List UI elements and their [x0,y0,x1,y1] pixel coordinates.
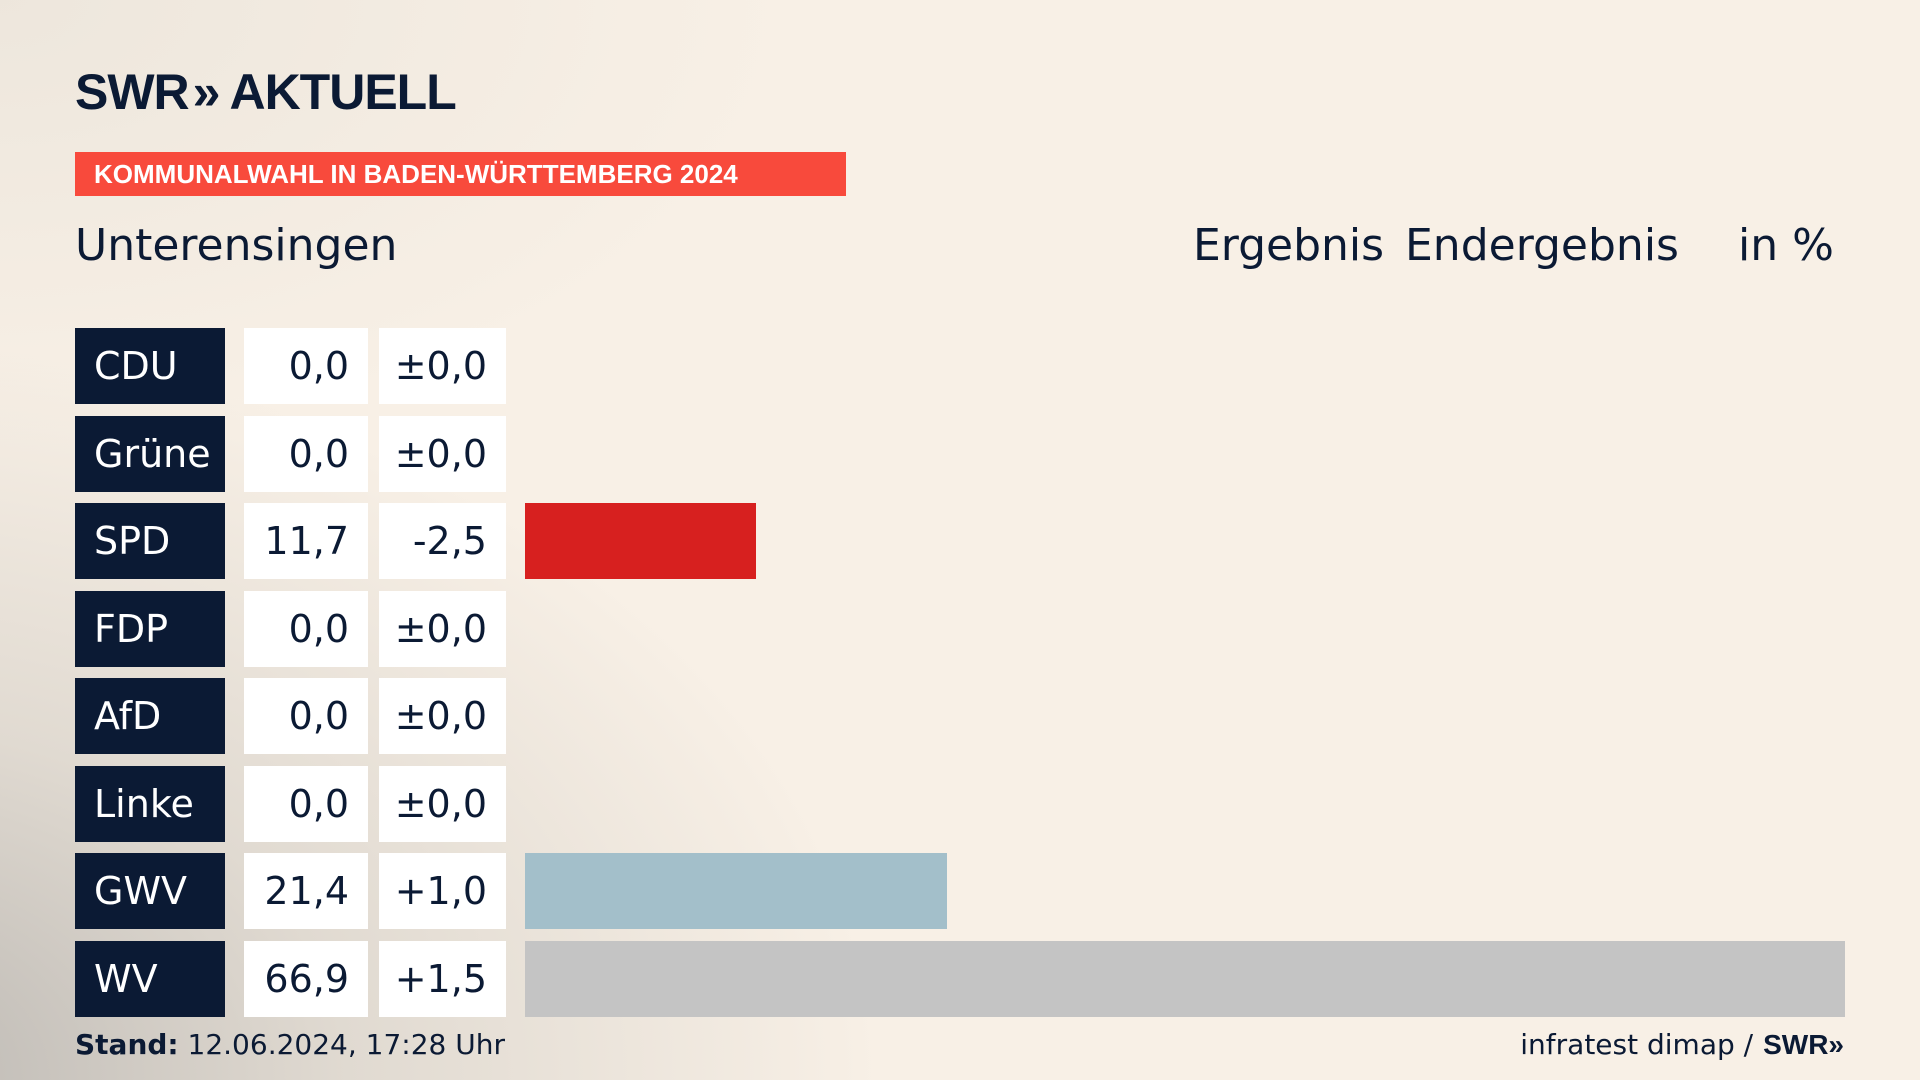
result-row: FDP 0,0 ±0,0 [0,590,1920,667]
result-value: 11,7 [244,503,368,579]
party-label: WV [75,940,225,1017]
result-row: SPD 11,7 -2,5 [0,503,1920,579]
column-header-result: Ergebnis [1193,220,1385,271]
stand-value: 12.06.2024, 17:28 Uhr [187,1028,505,1061]
result-value: 0,0 [244,415,368,492]
result-value: 0,0 [244,590,368,667]
party-label: GWV [75,853,225,929]
stand-label: Stand: [75,1028,179,1061]
change-value: ±0,0 [379,415,506,492]
result-row: AfD 0,0 ±0,0 [0,678,1920,754]
footer-timestamp: Stand: 12.06.2024, 17:28 Uhr [75,1028,505,1061]
result-value: 66,9 [244,940,368,1017]
result-value: 0,0 [244,328,368,404]
place-title: Unterensingen [75,220,398,271]
change-value: +1,5 [379,940,506,1017]
change-value: ±0,0 [379,765,506,842]
election-banner: KOMMUNALWAHL IN BADEN-WÜRTTEMBERG 2024 [75,152,846,196]
party-label: AfD [75,678,225,754]
change-value: ±0,0 [379,328,506,404]
logo-swr-text: SWR [75,64,190,120]
source-text: infratest dimap / [1520,1028,1754,1061]
party-label: Linke [75,765,225,842]
column-header-unit: in % [1738,220,1834,271]
change-value: ±0,0 [379,678,506,754]
logo-chevron-icon: » [192,64,221,120]
result-value: 21,4 [244,853,368,929]
result-bar [525,503,756,579]
result-row: GWV 21,4 +1,0 [0,853,1920,929]
change-value: +1,0 [379,853,506,929]
party-label: SPD [75,503,225,579]
result-value: 0,0 [244,765,368,842]
result-row: Linke 0,0 ±0,0 [0,765,1920,842]
change-value: ±0,0 [379,590,506,667]
party-label: CDU [75,328,225,404]
result-bar [525,853,947,929]
column-header-status: Endergebnis [1405,220,1679,271]
party-label: FDP [75,590,225,667]
party-label: Grüne [75,415,225,492]
result-row: Grüne 0,0 ±0,0 [0,415,1920,492]
swr-small-logo: SWR» [1763,1028,1844,1060]
change-value: -2,5 [379,503,506,579]
footer-source: infratest dimap / SWR» [1520,1028,1844,1061]
result-value: 0,0 [244,678,368,754]
result-row: WV 66,9 +1,5 [0,940,1920,1017]
result-bar [525,940,1845,1017]
logo-aktuell-text: AKTUELL [229,64,456,120]
result-row: CDU 0,0 ±0,0 [0,328,1920,404]
swr-aktuell-logo: SWR » AKTUELL [75,64,457,120]
